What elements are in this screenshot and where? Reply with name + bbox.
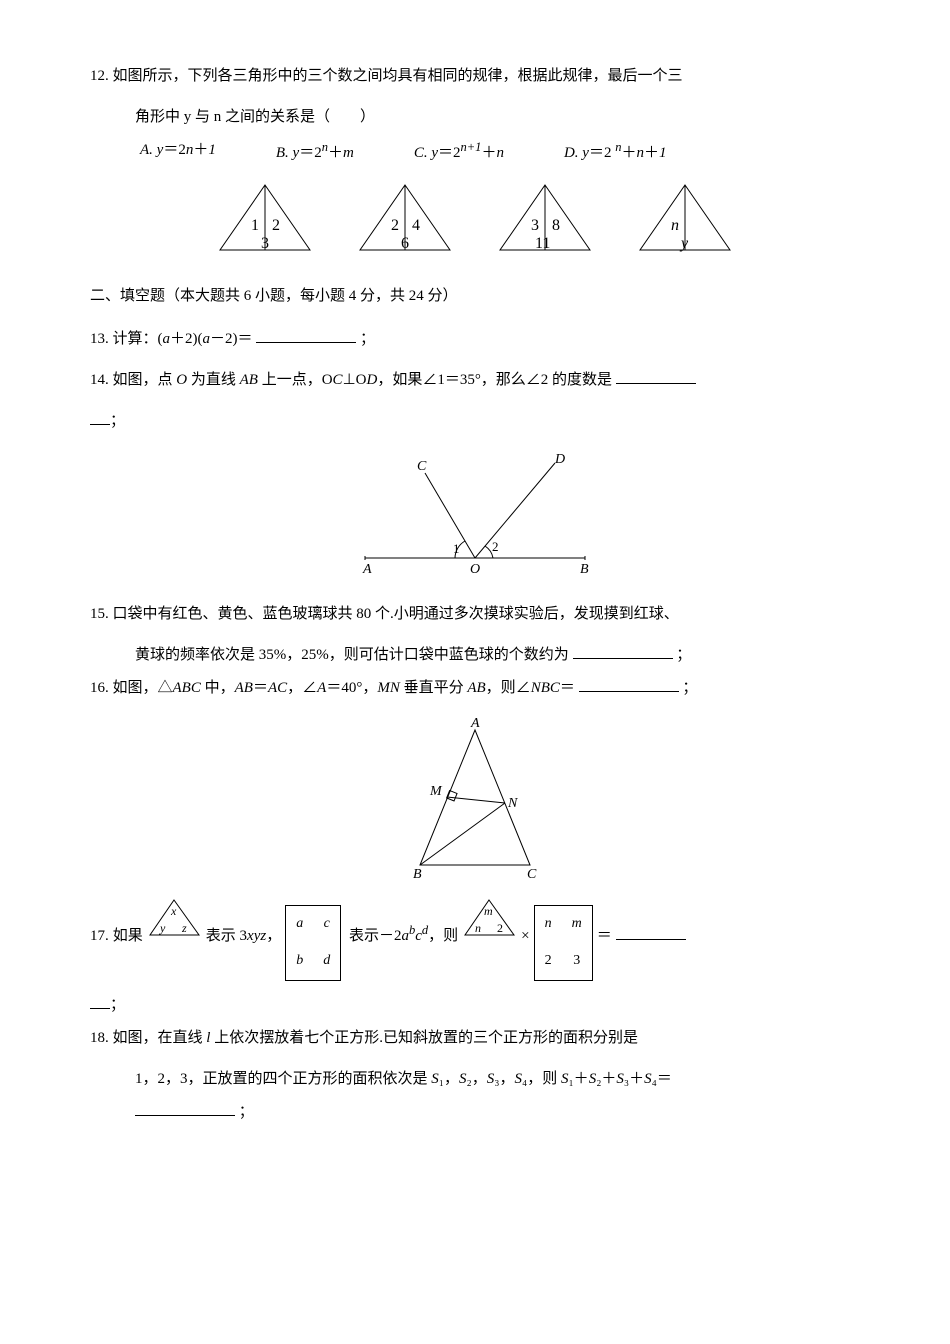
svg-text:z: z (181, 921, 187, 935)
svg-text:n: n (475, 921, 481, 935)
svg-text:x: x (170, 904, 177, 918)
q12-option-d: D. y＝2 n＋n＋1 (564, 134, 667, 170)
q18-number: 18. (90, 1030, 109, 1046)
svg-text:m: m (484, 904, 493, 918)
svg-text:1: 1 (251, 217, 259, 234)
svg-text:8: 8 (552, 217, 560, 234)
svg-text:1: 1 (453, 541, 460, 556)
q18-blank (135, 1100, 235, 1116)
svg-text:2: 2 (391, 217, 399, 234)
q16-number: 16. (90, 680, 109, 696)
svg-text:11: 11 (535, 235, 550, 252)
svg-text:B: B (580, 562, 589, 577)
svg-text:N: N (507, 796, 518, 811)
q15-line2-wrap: 黄球的频率依次是 35%，25%，则可估计口袋中蓝色球的个数约为 ； (90, 639, 860, 672)
q12-triangles: 1 2 3 2 4 6 3 8 11 n y (90, 180, 860, 260)
q15-line1: 口袋中有红色、黄色、蓝色玻璃球共 80 个.小明通过多次摸球实验后，发现摸到红球… (113, 606, 679, 622)
question-18: 18. 如图，在直线 l 上依次摆放着七个正方形.已知斜放置的三个正方形的面积分… (90, 1022, 860, 1055)
q17-times: × (521, 920, 529, 953)
svg-text:4: 4 (412, 217, 420, 234)
svg-text:2: 2 (497, 921, 503, 935)
q12-option-a: A. y＝2n＋1 (140, 134, 216, 170)
q16-blank (579, 676, 679, 692)
svg-text:3: 3 (261, 235, 269, 252)
svg-text:D: D (554, 452, 565, 467)
triangle-2: 2 4 6 (355, 180, 455, 260)
q17-eq: ＝ (597, 920, 612, 953)
triangle-n: n y (635, 180, 735, 260)
svg-text:2: 2 (272, 217, 280, 234)
q17-triangle-1: x y z (147, 895, 202, 940)
question-16: 16. 如图，△ABC 中，AB＝AC，∠A＝40°，MN 垂直平分 AB，则∠… (90, 672, 860, 705)
q13-number: 13. (90, 331, 109, 347)
q17-triangle-2: m n 2 (462, 895, 517, 940)
svg-text:6: 6 (401, 235, 409, 252)
q18-suffix: ； (239, 1104, 254, 1120)
q13-suffix: ； (360, 331, 375, 347)
q15-number: 15. (90, 606, 109, 622)
svg-text:2: 2 (492, 539, 499, 554)
q18-line1: 如图，在直线 l 上依次摆放着七个正方形.已知斜放置的三个正方形的面积分别是 (113, 1030, 638, 1046)
q16-diagram: A B C M N (90, 715, 860, 885)
q18-line2-wrap: 1，2，3，正放置的四个正方形的面积依次是 S₁，S₂，S₃，S₄，则 S₁＋S… (90, 1063, 860, 1096)
q12-number: 12. (90, 68, 109, 84)
svg-text:A: A (470, 716, 480, 731)
question-14: 14. 如图，点 O 为直线 AB 上一点，OC⊥OD，如果∠1＝35°，那么∠… (90, 364, 860, 397)
svg-text:B: B (413, 867, 422, 882)
q12-line1: 如图所示，下列各三角形中的三个数之间均具有相同的规律，根据此规律，最后一个三 (113, 68, 683, 84)
triangle-3: 3 8 11 (495, 180, 595, 260)
svg-text:y: y (679, 235, 689, 252)
q18-line3-wrap: ； (90, 1096, 860, 1129)
q17-cont: ； (90, 989, 860, 1022)
q18-line2: 1，2，3，正放置的四个正方形的面积依次是 S₁，S₂，S₃，S₄，则 S₁＋S… (135, 1071, 672, 1087)
svg-text:3: 3 (531, 217, 539, 234)
q17-box-2: nm23 (534, 905, 593, 981)
q12-options: A. y＝2n＋1 B. y＝2n＋m C. y＝2n+1＋n D. y＝2 n… (90, 134, 860, 170)
svg-text:n: n (671, 217, 679, 234)
q14-blank (616, 368, 696, 384)
q14-cont: ； (90, 405, 860, 438)
question-12: 12. 如图所示，下列各三角形中的三个数之间均具有相同的规律，根据此规律，最后一… (90, 60, 860, 93)
q12-option-b: B. y＝2n＋m (276, 134, 354, 170)
svg-text:C: C (417, 459, 427, 474)
q12-option-c: C. y＝2n+1＋n (414, 134, 504, 170)
q13-blank (256, 327, 356, 343)
q15-line2: 黄球的频率依次是 35%，25%，则可估计口袋中蓝色球的个数约为 (135, 647, 569, 663)
question-13: 13. 计算：(a＋2)(a－2)＝ ； (90, 323, 860, 356)
q17-number: 17. (90, 920, 109, 953)
svg-text:A: A (362, 562, 372, 577)
q13-text: 计算：(a＋2)(a－2)＝ (113, 331, 253, 347)
svg-text:M: M (429, 784, 443, 799)
q17-text1: 如果 (113, 920, 143, 953)
triangle-1: 1 2 3 (215, 180, 315, 260)
svg-text:C: C (527, 867, 537, 882)
q14-diagram: A B O C D 1 2 (90, 448, 860, 588)
q15-blank (573, 643, 673, 659)
q16-suffix: ； (682, 680, 697, 696)
q17-box-1: acbd (285, 905, 341, 981)
q14-text: 如图，点 O 为直线 AB 上一点，OC⊥OD，如果∠1＝35°，那么∠2 的度… (113, 372, 613, 388)
q12-line2: 角形中 y 与 n 之间的关系是（ ） (90, 101, 860, 134)
q17-text3: 表示－2abcd，则 (345, 917, 458, 953)
q17-blank (616, 924, 686, 940)
q14-number: 14. (90, 372, 109, 388)
svg-text:y: y (159, 921, 166, 935)
q17-text2: 表示 3xyz， (206, 920, 281, 953)
svg-text:O: O (470, 562, 480, 577)
q15-suffix: ； (676, 647, 691, 663)
question-17: 17. 如果 x y z 表示 3xyz， acbd 表示－2abcd，则 m … (90, 895, 860, 981)
question-15: 15. 口袋中有红色、黄色、蓝色玻璃球共 80 个.小明通过多次摸球实验后，发现… (90, 598, 860, 631)
q16-text: 如图，△ABC 中，AB＝AC，∠A＝40°，MN 垂直平分 AB，则∠NBC＝ (113, 680, 575, 696)
section-2-title: 二、填空题（本大题共 6 小题，每小题 4 分，共 24 分） (90, 280, 860, 313)
